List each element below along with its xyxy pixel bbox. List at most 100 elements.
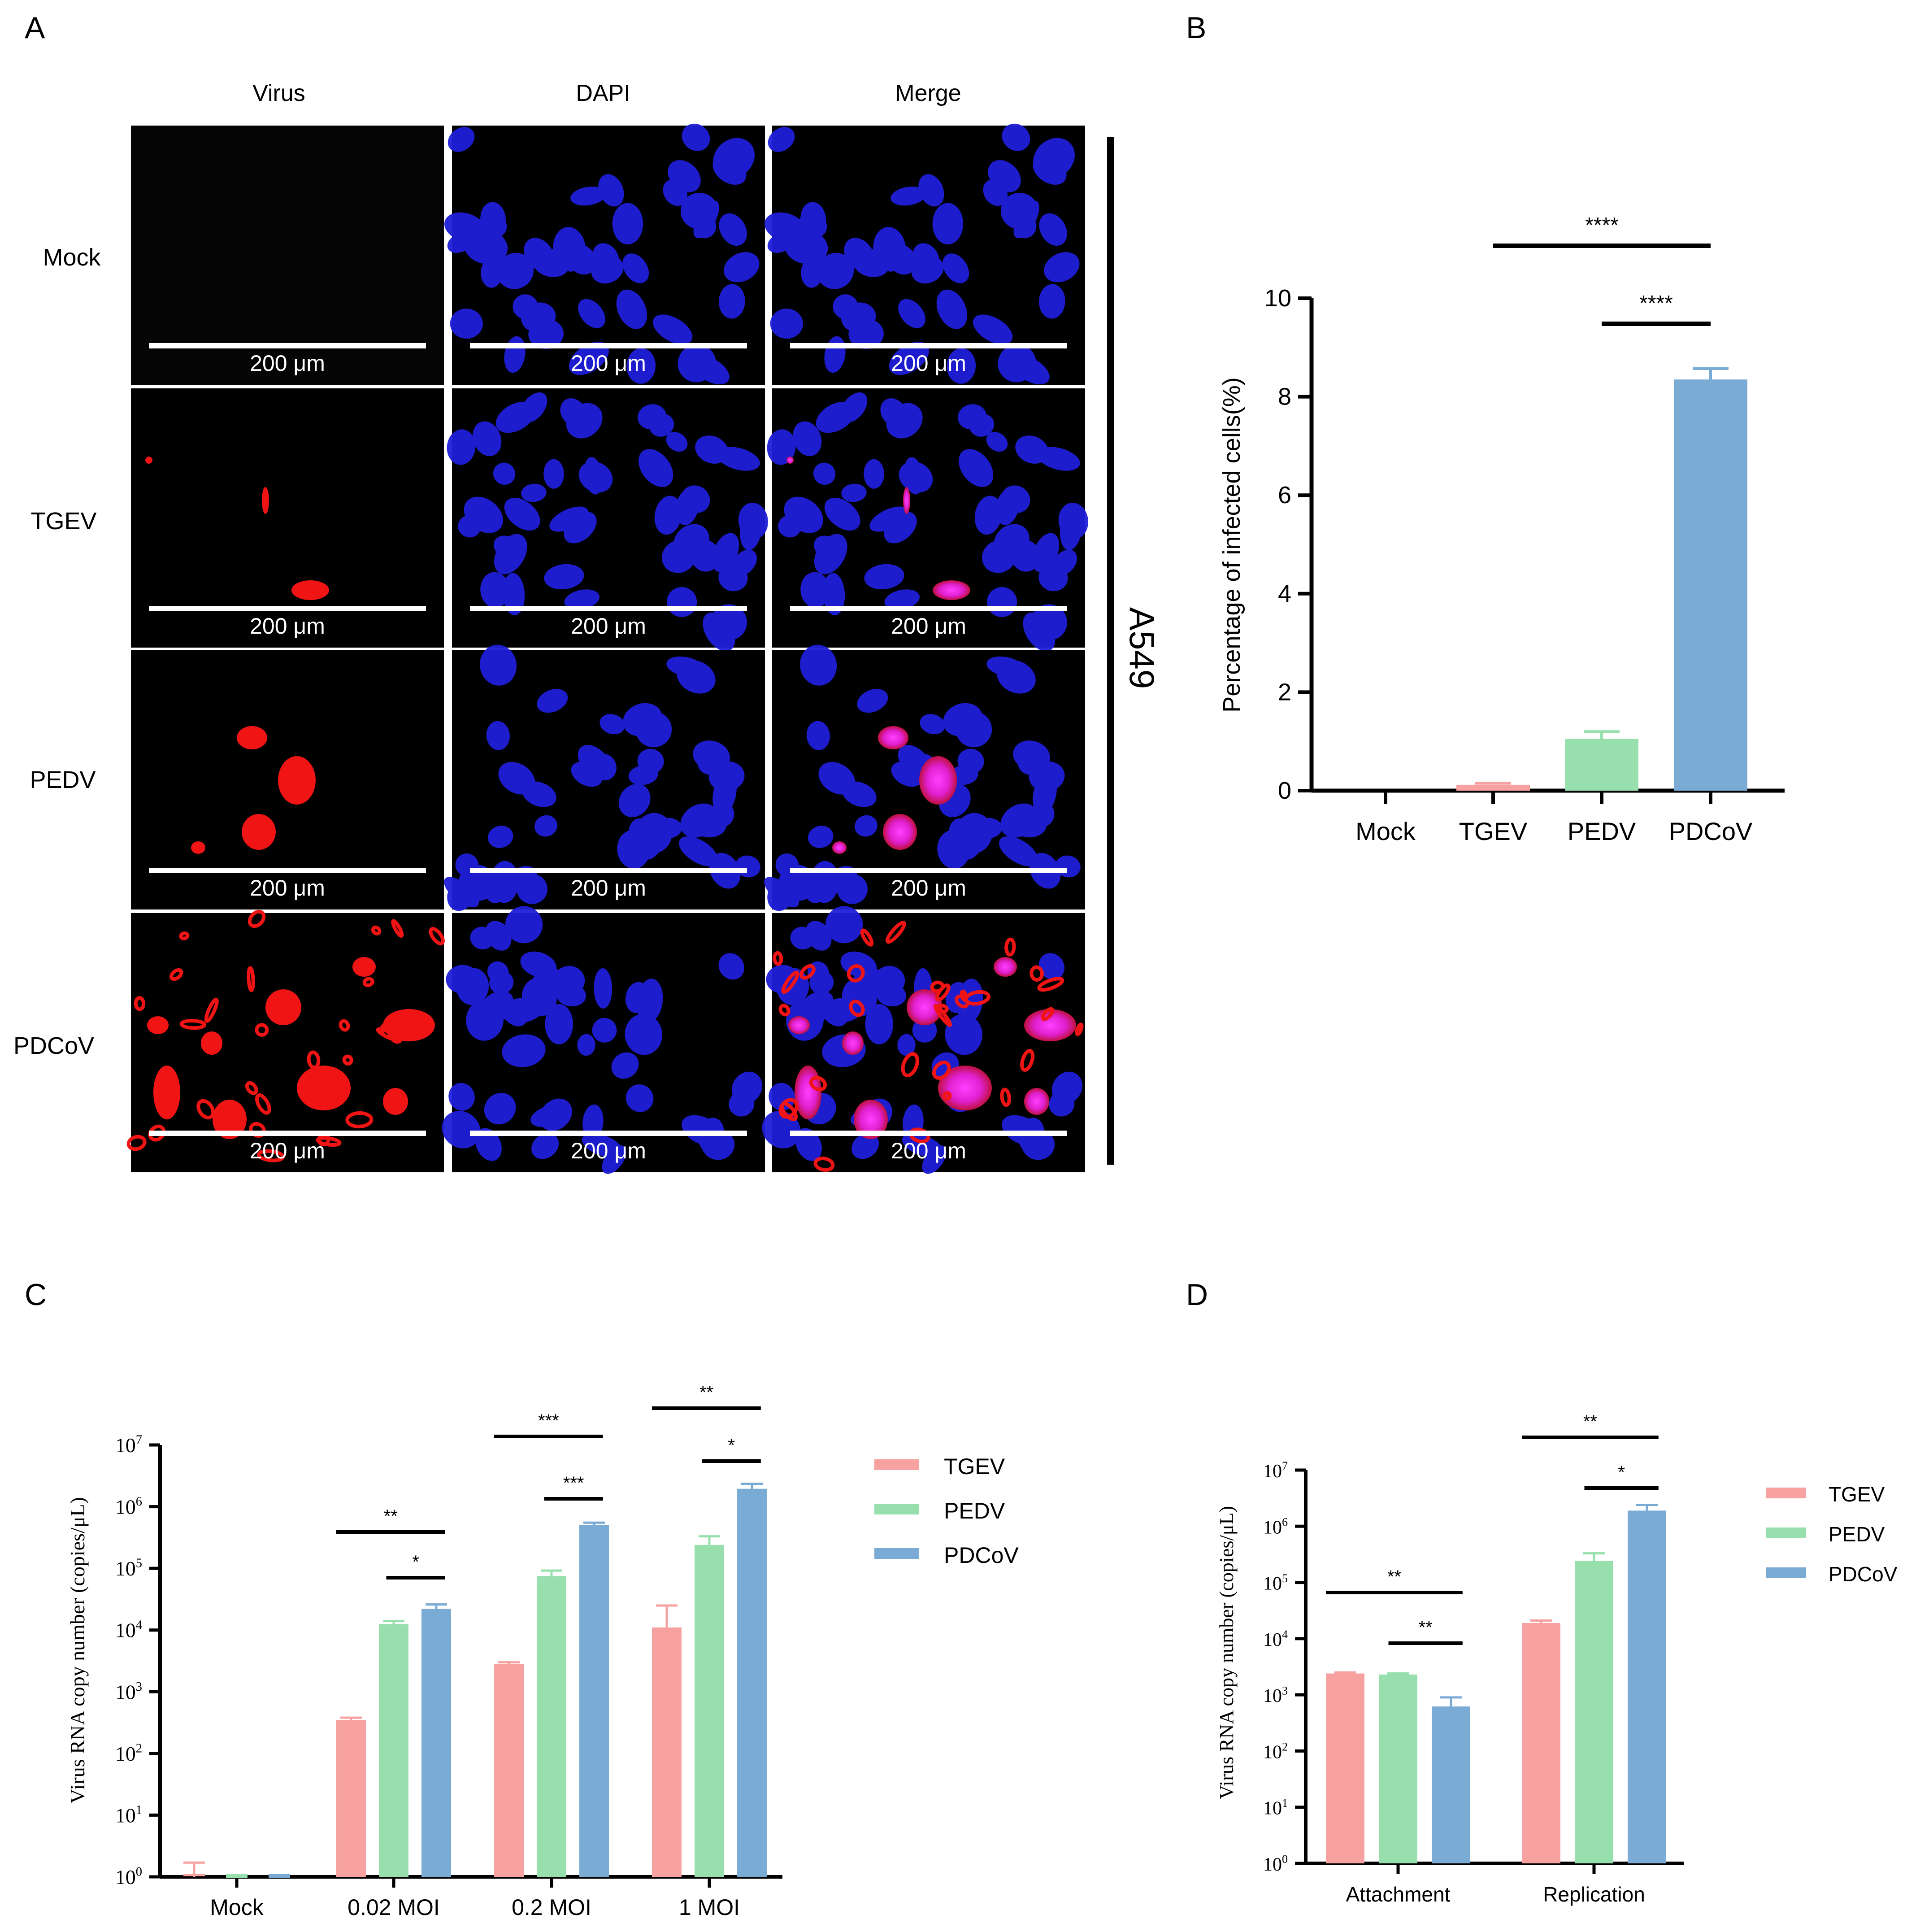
scale-bar xyxy=(149,868,426,873)
nucleus xyxy=(598,174,624,207)
micrograph-r0-c1: 200 μm xyxy=(444,123,765,385)
nucleus xyxy=(920,714,945,735)
nucleus xyxy=(880,398,907,426)
infected-cell-outline xyxy=(245,1081,258,1095)
nucleus xyxy=(537,689,568,713)
nucleus xyxy=(1033,155,1067,185)
nucleus xyxy=(635,711,672,748)
nucleus xyxy=(520,392,547,423)
nucleus xyxy=(1038,953,1064,980)
nucleus xyxy=(1017,752,1042,775)
infected-cell xyxy=(201,1031,222,1055)
significance-label: **** xyxy=(1585,213,1619,237)
nuclei-layer xyxy=(767,392,1088,652)
infected-cell xyxy=(191,841,205,854)
infected-cell-outline xyxy=(930,980,945,993)
nucleus xyxy=(473,421,502,457)
nucleus xyxy=(534,815,557,837)
nucleus xyxy=(578,461,613,493)
infected-cell-outline xyxy=(799,964,816,980)
micrograph-background xyxy=(131,126,444,385)
nucleus xyxy=(1002,123,1030,151)
x-tick-label: Replication xyxy=(1543,1883,1645,1906)
nucleus xyxy=(818,762,856,795)
nucleus xyxy=(448,1083,475,1111)
y-tick-label: 101 xyxy=(1263,1797,1288,1819)
infected-cell-outline xyxy=(1000,1088,1011,1107)
column-label-virus: Virus xyxy=(252,80,305,106)
infected-cell xyxy=(1024,1009,1076,1041)
legend-c: TGEV PEDV PDCoV xyxy=(874,1454,1019,1568)
significance-label: ** xyxy=(1583,1412,1597,1432)
scale-bar xyxy=(470,343,747,348)
nucleus xyxy=(767,429,796,465)
nucleus xyxy=(599,714,625,735)
infected-cell-outline xyxy=(778,1098,799,1119)
infected-cell-outline xyxy=(345,1111,374,1128)
nuclei-layer xyxy=(447,392,768,652)
significance-label: ** xyxy=(1387,1567,1401,1587)
infected-cell xyxy=(933,580,970,600)
y-tick-label: 0 xyxy=(1278,777,1291,804)
panel-d-ylabel: Virus RNA copy number (copies/μL) xyxy=(1216,1506,1238,1799)
infected-cell-outline xyxy=(773,951,783,966)
nucleus xyxy=(876,983,907,1007)
nucleus xyxy=(577,1034,595,1056)
x-tick-label: 0.02 MOI xyxy=(348,1895,440,1920)
nucleus xyxy=(770,309,803,339)
micrograph-r2-c2: 200 μm xyxy=(764,644,1085,911)
infected-cell xyxy=(153,1066,180,1119)
nucleus xyxy=(637,748,664,774)
nucleus xyxy=(591,256,624,284)
micrograph-r1-c0: 200 μm xyxy=(131,388,444,648)
infected-cell-outline xyxy=(429,927,445,946)
panel-b-ylabel: Percentage of infected cells(%) xyxy=(1218,377,1245,712)
nucleus xyxy=(531,1133,559,1159)
infected-cell-outline xyxy=(339,1019,350,1032)
significance-label: ** xyxy=(384,1506,398,1526)
legend-c-swatch-pdcov xyxy=(874,1548,919,1559)
infected-cell xyxy=(237,726,267,749)
nucleus xyxy=(663,179,688,206)
micrograph-r2-c1: 200 μm xyxy=(444,644,765,911)
bar xyxy=(652,1627,682,1877)
micrograph-background xyxy=(131,913,444,1172)
nucleus xyxy=(592,1018,617,1043)
infected-cell xyxy=(145,457,152,464)
infected-cell-outline xyxy=(1020,1049,1035,1072)
infected-cell-outline xyxy=(813,1156,835,1172)
nucleus xyxy=(855,815,877,837)
infected-cell-outline xyxy=(362,977,374,988)
nucleus xyxy=(1049,1091,1075,1117)
significance-label: **** xyxy=(1639,292,1673,315)
legend-d-label-pdcov: PDCoV xyxy=(1829,1562,1898,1586)
scale-bar xyxy=(790,1131,1067,1136)
infected-cell xyxy=(907,989,943,1025)
y-tick-label: 104 xyxy=(115,1618,142,1641)
y-tick-label: 6 xyxy=(1278,482,1291,509)
nucleus xyxy=(622,253,649,283)
y-tick-label: 10 xyxy=(1264,285,1291,312)
y-tick-label: 106 xyxy=(115,1495,142,1518)
infected-cell xyxy=(291,580,329,600)
infected-cell-outline xyxy=(936,1003,949,1014)
nucleus xyxy=(578,299,605,328)
infected-cell-outline xyxy=(778,1004,791,1017)
infected-cell-outline xyxy=(179,1018,206,1030)
nucleus xyxy=(545,1004,573,1044)
significance-label: * xyxy=(1618,1462,1625,1482)
bar xyxy=(1432,1706,1470,1863)
nucleus xyxy=(719,213,747,246)
row-label-mock: Mock xyxy=(43,244,101,271)
nucleus xyxy=(891,186,926,206)
infected-cell-outline xyxy=(342,1054,353,1066)
infected-cell-outline xyxy=(943,1091,952,1101)
nucleus xyxy=(1033,773,1057,815)
y-tick-label: 8 xyxy=(1278,383,1291,410)
y-tick-label: 4 xyxy=(1278,580,1291,607)
infected-cell xyxy=(883,814,917,850)
nuclei-layer xyxy=(764,644,1081,911)
nucleus xyxy=(666,432,688,452)
infected-cell-outline xyxy=(955,994,969,1009)
